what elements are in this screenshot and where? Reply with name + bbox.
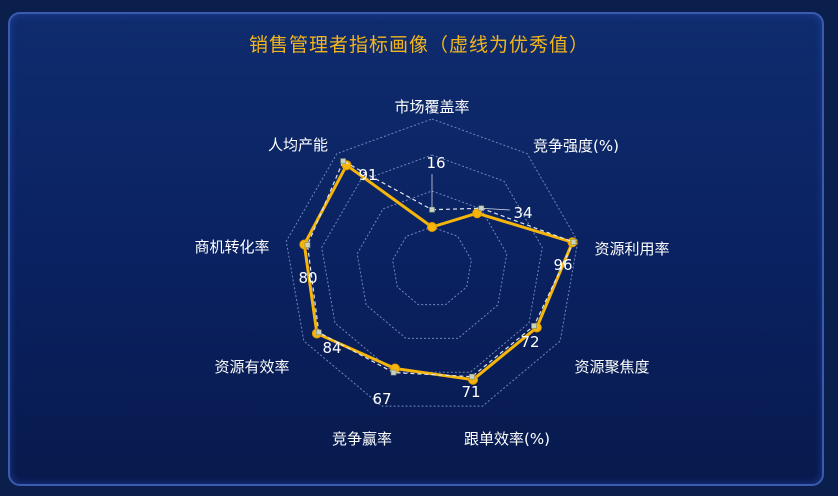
data-label: 84 [322,339,341,357]
benchmark-point [570,239,577,245]
data-label: 80 [298,269,317,287]
indicator-label: 市场覆盖率 [394,98,469,116]
indicator-label: 资源利用率 [594,240,669,258]
grid-ring [356,190,508,339]
grid-ring [392,226,472,306]
chart-panel [8,12,824,486]
indicator-label: 竞争强度(%) [533,137,619,155]
data-label: 72 [520,333,539,351]
chart-title: 销售管理者指标画像（虚线为优秀值） [248,34,589,56]
benchmark-point [390,369,397,376]
indicator-label: 跟单效率(%) [464,430,550,448]
benchmark-point [531,323,537,329]
data-label: 91 [358,166,377,184]
benchmark-line [306,160,575,378]
indicator-label: 资源有效率 [214,358,289,376]
benchmark-point [304,242,311,248]
benchmark-point [315,329,322,336]
value-leader [481,207,511,211]
actual-point [427,222,437,232]
data-label: 16 [426,154,445,172]
indicator-label: 资源聚焦度 [574,358,649,376]
benchmark-point [469,373,475,380]
data-label: 71 [461,383,480,401]
data-label: 67 [372,390,391,408]
benchmark-point [340,158,346,164]
data-label: 34 [513,204,532,222]
indicator-label: 商机转化率 [194,238,269,256]
indicator-label: 竞争赢率 [332,430,392,448]
data-label: 96 [553,256,572,274]
indicator-label: 人均产能 [268,136,328,154]
grid-ring [321,154,543,373]
radar-grid [285,118,579,407]
